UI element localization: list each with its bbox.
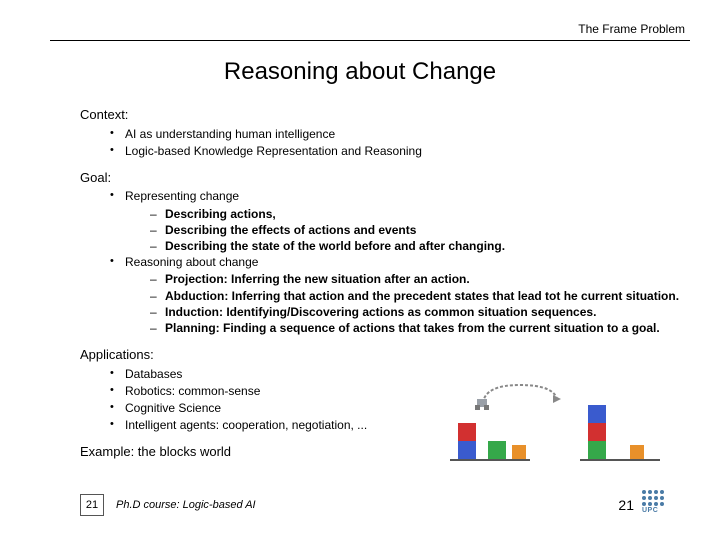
list-item: •Reasoning about change (110, 254, 680, 270)
list-item: –Projection: Inferring the new situation… (150, 271, 680, 287)
robot-arm-icon (475, 381, 565, 411)
course-label: Ph.D course: Logic-based AI (116, 499, 256, 511)
list-item: •Representing change (110, 188, 680, 204)
header-label: The Frame Problem (578, 22, 685, 36)
header-divider (50, 40, 690, 41)
list-item: –Describing actions, (150, 206, 680, 222)
block-green (488, 441, 506, 459)
upc-logo: UPC (642, 490, 678, 518)
block-orange (630, 445, 644, 459)
goal-heading: Goal: (80, 169, 680, 187)
block-blue (588, 405, 606, 423)
ground-line (450, 459, 530, 461)
block-red (588, 423, 606, 441)
list-item: •Databases (110, 366, 680, 382)
list-item: •Logic-based Knowledge Representation an… (110, 143, 680, 159)
page-number-right: 21 (618, 497, 634, 513)
block-blue (458, 441, 476, 459)
slide-title: Reasoning about Change (0, 58, 720, 86)
ground-line (580, 459, 660, 461)
page-number-box: 21 (80, 494, 104, 516)
block-red (458, 423, 476, 441)
context-heading: Context: (80, 106, 680, 124)
footer: 21 Ph.D course: Logic-based AI 21 UPC (80, 494, 690, 516)
blocks-world-diagram (450, 381, 660, 476)
list-item: –Abduction: Inferring that action and th… (150, 288, 680, 304)
applications-heading: Applications: (80, 346, 680, 364)
block-orange (512, 445, 526, 459)
list-item: –Induction: Identifying/Discovering acti… (150, 304, 680, 320)
list-item: –Describing the effects of actions and e… (150, 222, 680, 238)
list-item: –Planning: Finding a sequence of actions… (150, 320, 680, 336)
list-item: •AI as understanding human intelligence (110, 126, 680, 142)
list-item: –Describing the state of the world befor… (150, 238, 680, 254)
block-green (588, 441, 606, 459)
